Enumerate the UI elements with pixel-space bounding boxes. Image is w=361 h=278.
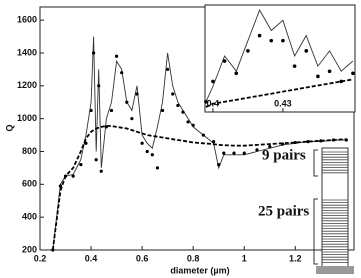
- data-point: [292, 64, 297, 68]
- data-point: [316, 74, 320, 79]
- cavity-diagram: [313, 147, 354, 274]
- data-point: [145, 149, 149, 154]
- y-tick-label: 400: [22, 212, 37, 222]
- data-point: [97, 84, 101, 88]
- data-point: [211, 79, 215, 84]
- data-point: [222, 59, 227, 63]
- y-tick-label: 1200: [17, 80, 37, 90]
- data-point: [222, 151, 226, 155]
- data-point: [268, 144, 272, 149]
- series-line: [52, 36, 347, 251]
- y-tick-label: 800: [22, 146, 37, 156]
- x-tick-label: 0.8: [187, 253, 200, 263]
- x-tick-label: 0.4: [85, 253, 98, 263]
- data-point: [94, 158, 98, 162]
- data-point: [130, 117, 134, 121]
- data-point: [246, 49, 250, 53]
- data-point: [201, 133, 205, 137]
- x-tick-label: 0.43: [274, 98, 292, 108]
- y-tick-label: 1600: [17, 15, 37, 25]
- data-point: [135, 92, 139, 96]
- data-point: [242, 151, 246, 155]
- substrate: [316, 266, 354, 274]
- annotation: 9 pairs: [262, 147, 306, 163]
- data-point: [204, 100, 208, 104]
- data-point: [92, 51, 96, 55]
- bracket: [313, 198, 318, 265]
- data-point: [191, 123, 195, 127]
- data-point: [160, 108, 165, 113]
- data-point: [89, 108, 93, 113]
- data-point: [140, 141, 144, 145]
- data-point: [211, 140, 216, 144]
- y-axis-label: Q: [4, 124, 14, 131]
- data-point: [71, 174, 75, 178]
- x-tick-label: 1: [242, 253, 247, 263]
- x-tick-label: 0.6: [136, 253, 149, 263]
- data-point: [150, 153, 154, 157]
- data-point: [351, 71, 355, 76]
- x-axis-label: diameter (µm): [170, 265, 229, 275]
- data-point: [166, 67, 170, 71]
- y-tick-label: 600: [22, 179, 37, 189]
- data-point: [232, 151, 236, 155]
- data-point: [155, 166, 160, 170]
- x-tick-label: 1.2: [289, 253, 302, 263]
- data-point: [125, 100, 129, 104]
- x-tick-label: 0.2: [34, 253, 47, 263]
- series-line: [205, 78, 354, 108]
- data-point: [120, 71, 124, 75]
- data-point: [79, 163, 83, 167]
- data-point: [99, 169, 103, 173]
- y-tick-label: 200: [22, 244, 37, 254]
- y-tick-label: 1400: [17, 47, 37, 57]
- data-point: [281, 38, 285, 43]
- data-point: [171, 92, 175, 96]
- bracket: [313, 149, 318, 177]
- y-tick-label: 1000: [17, 113, 37, 123]
- data-point: [217, 163, 221, 167]
- data-point: [109, 108, 114, 113]
- data-point: [181, 110, 185, 114]
- inset-frame: [204, 4, 356, 113]
- series-line: [51, 125, 347, 251]
- data-point: [186, 120, 190, 124]
- data-point: [234, 71, 239, 76]
- data-point: [255, 148, 259, 152]
- data-point: [176, 103, 180, 108]
- data-point: [269, 38, 274, 43]
- annotation: 25 pairs: [258, 203, 309, 219]
- series-line: [205, 9, 354, 102]
- data-point: [257, 33, 262, 38]
- data-point: [304, 49, 309, 53]
- data-point: [327, 69, 332, 74]
- data-point: [114, 54, 119, 58]
